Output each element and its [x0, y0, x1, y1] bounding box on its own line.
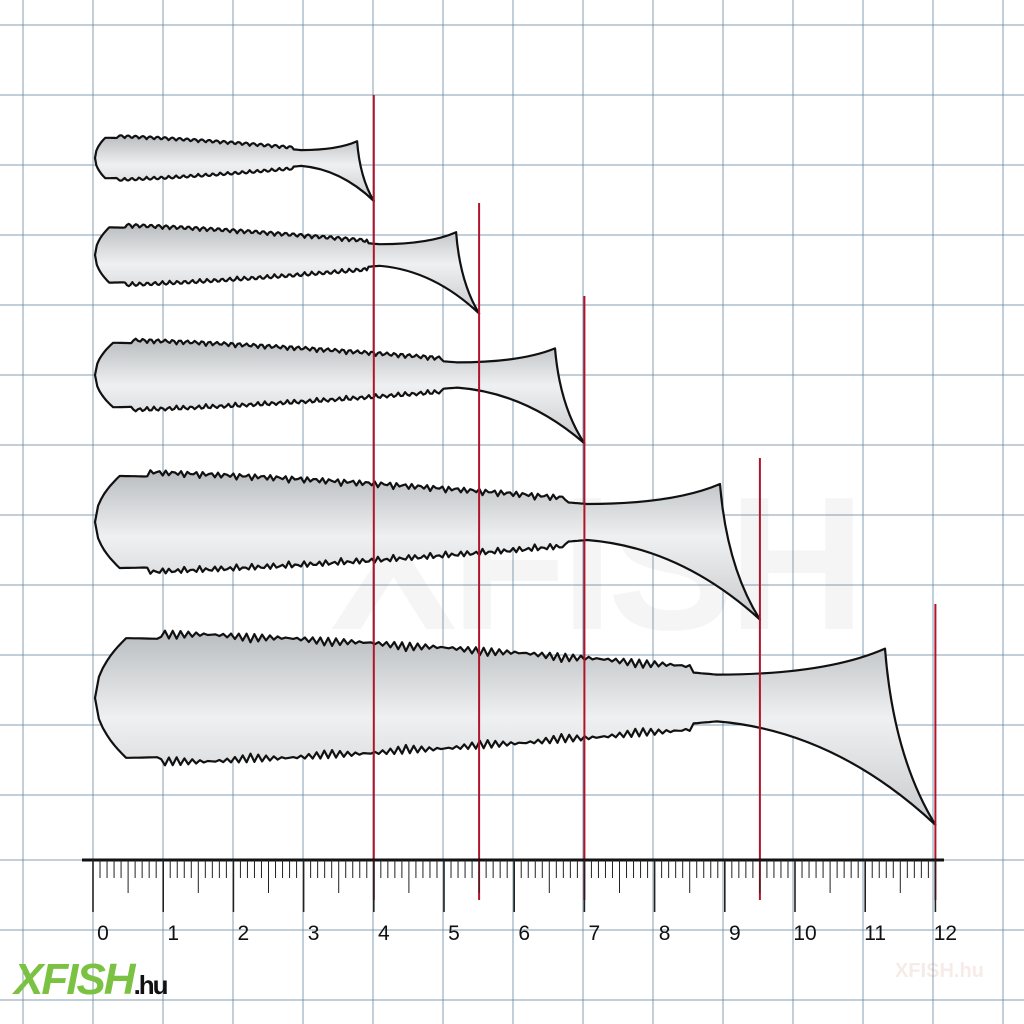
- watermark-small: XFISH.hu: [895, 960, 984, 982]
- ruler-label: 6: [518, 922, 530, 945]
- lure-5: [93, 629, 937, 826]
- logo-brand: XFISH: [14, 955, 136, 1004]
- lure-3: [93, 337, 586, 445]
- ruler-label: 10: [793, 922, 816, 945]
- ruler-label: 7: [589, 922, 601, 945]
- length-markers: [372, 95, 937, 900]
- lure-4: [93, 469, 761, 621]
- ruler-label: 5: [448, 922, 460, 945]
- ruler-label: 4: [378, 922, 390, 945]
- ruler-label: 8: [659, 922, 671, 945]
- logo-tld: .hu: [133, 970, 169, 1000]
- lure-1: [93, 134, 375, 202]
- ruler-label: 9: [729, 922, 741, 945]
- ruler-label: 2: [238, 922, 250, 945]
- lure-2: [93, 222, 481, 315]
- ruler-label: 12: [934, 922, 957, 945]
- ruler: 0 1 2 3 4 5 6 7 8 9 10 11 12: [82, 858, 957, 945]
- lures: [93, 134, 937, 826]
- ruler-label: 3: [308, 922, 320, 945]
- ruler-label: 0: [97, 922, 109, 945]
- xfish-logo: XFISH.hu: [14, 955, 169, 1005]
- ruler-label: 1: [167, 922, 179, 945]
- ruler-label: 11: [864, 922, 886, 945]
